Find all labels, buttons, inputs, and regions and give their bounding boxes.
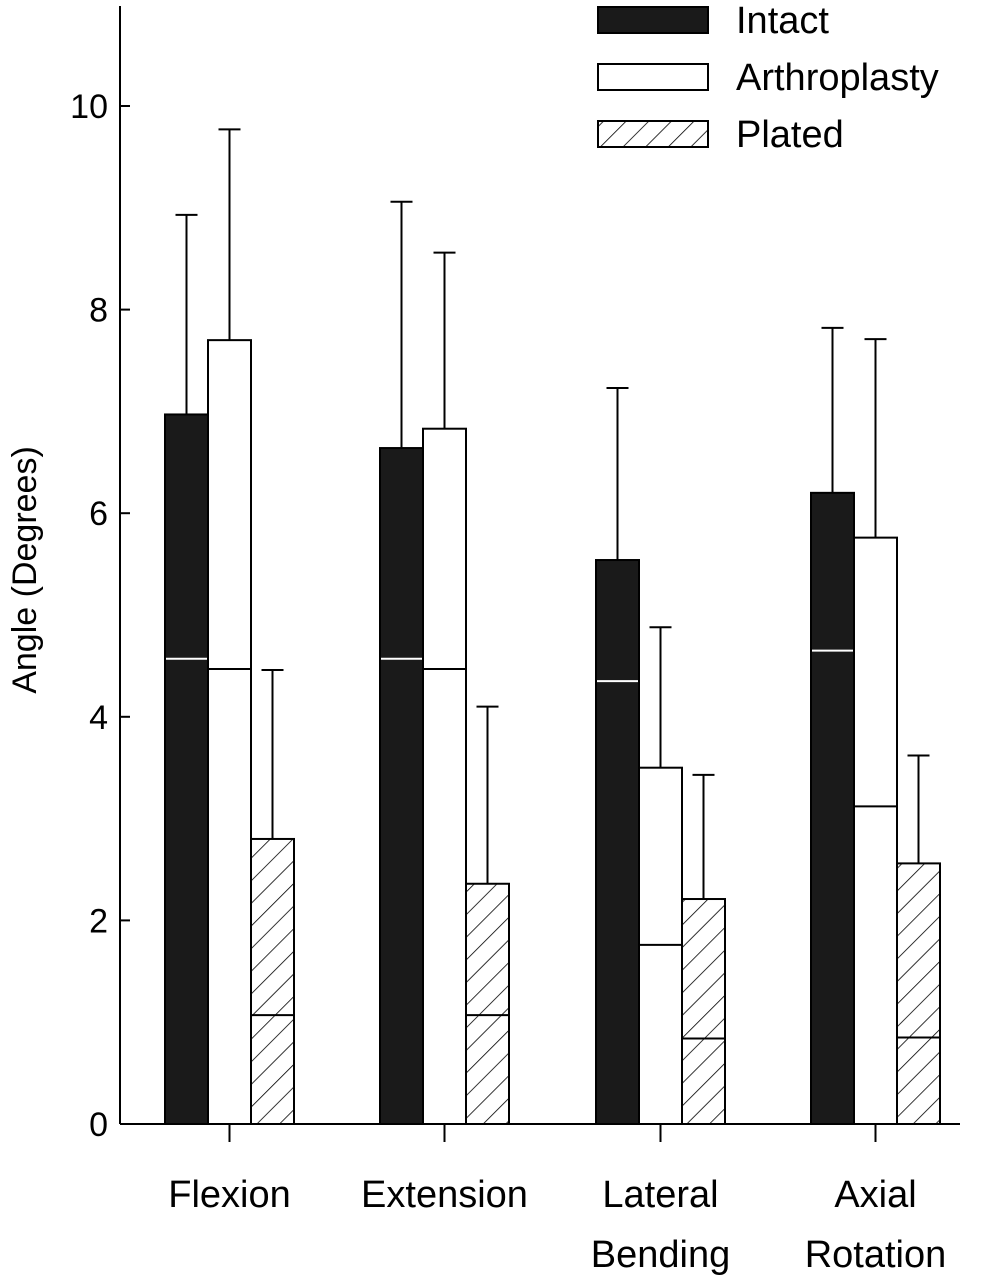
bar-arthroplasty-3	[853, 536, 898, 1125]
x-tick-label: Lateral Bending	[591, 1174, 730, 1276]
x-tick-label-line: Flexion	[168, 1174, 291, 1216]
bar-plated-3	[896, 862, 941, 1126]
legend-swatch-intact	[597, 6, 709, 34]
bar-arthroplasty-2	[638, 766, 683, 1125]
y-axis: 0 2 4 6 8 10	[70, 6, 130, 1144]
y-axis-title: Angle (Degrees)	[6, 446, 44, 694]
bar-plated-2	[681, 898, 726, 1125]
x-tick-label-line: Rotation	[805, 1234, 947, 1276]
bar-intact-2	[595, 559, 640, 1125]
x-tick-label: Extension	[361, 1174, 528, 1216]
y-tick-label: 10	[70, 88, 108, 126]
x-axis: Flexion Extension Lateral Bending Axial Rotat…	[120, 1123, 960, 1276]
legend-swatch-plated	[597, 120, 709, 148]
legend-label-plated: Plated	[736, 114, 844, 156]
legend: Intact Arthroplasty Plated	[597, 0, 939, 156]
y-tick-label: 0	[89, 1106, 108, 1144]
bar-intact-3	[810, 491, 855, 1125]
y-tick-label: 4	[89, 699, 108, 737]
y-tick-label: 2	[89, 902, 108, 940]
bar-intact-1	[379, 447, 424, 1126]
bar-arthroplasty-1	[422, 427, 467, 1125]
x-tick-label-line: Axial	[834, 1174, 916, 1216]
x-tick-label-line: Lateral	[602, 1174, 718, 1216]
plot-area	[164, 128, 941, 1126]
x-tick-label-line: Bending	[591, 1234, 730, 1276]
x-tick-label-line: Extension	[361, 1174, 528, 1216]
legend-label-intact: Intact	[736, 0, 829, 42]
bar-arthroplasty-0	[207, 339, 252, 1125]
legend-label-arthroplasty: Arthroplasty	[736, 57, 939, 99]
bar-plated-1	[465, 882, 510, 1126]
x-tick-label: Axial Rotation	[805, 1174, 947, 1276]
y-tick-label: 8	[89, 292, 108, 330]
y-tick-label: 6	[89, 495, 108, 533]
bar-intact-0	[164, 413, 209, 1126]
legend-swatch-arthroplasty	[597, 63, 709, 91]
bar-plated-0	[250, 837, 295, 1126]
x-tick-label: Flexion	[168, 1174, 291, 1216]
